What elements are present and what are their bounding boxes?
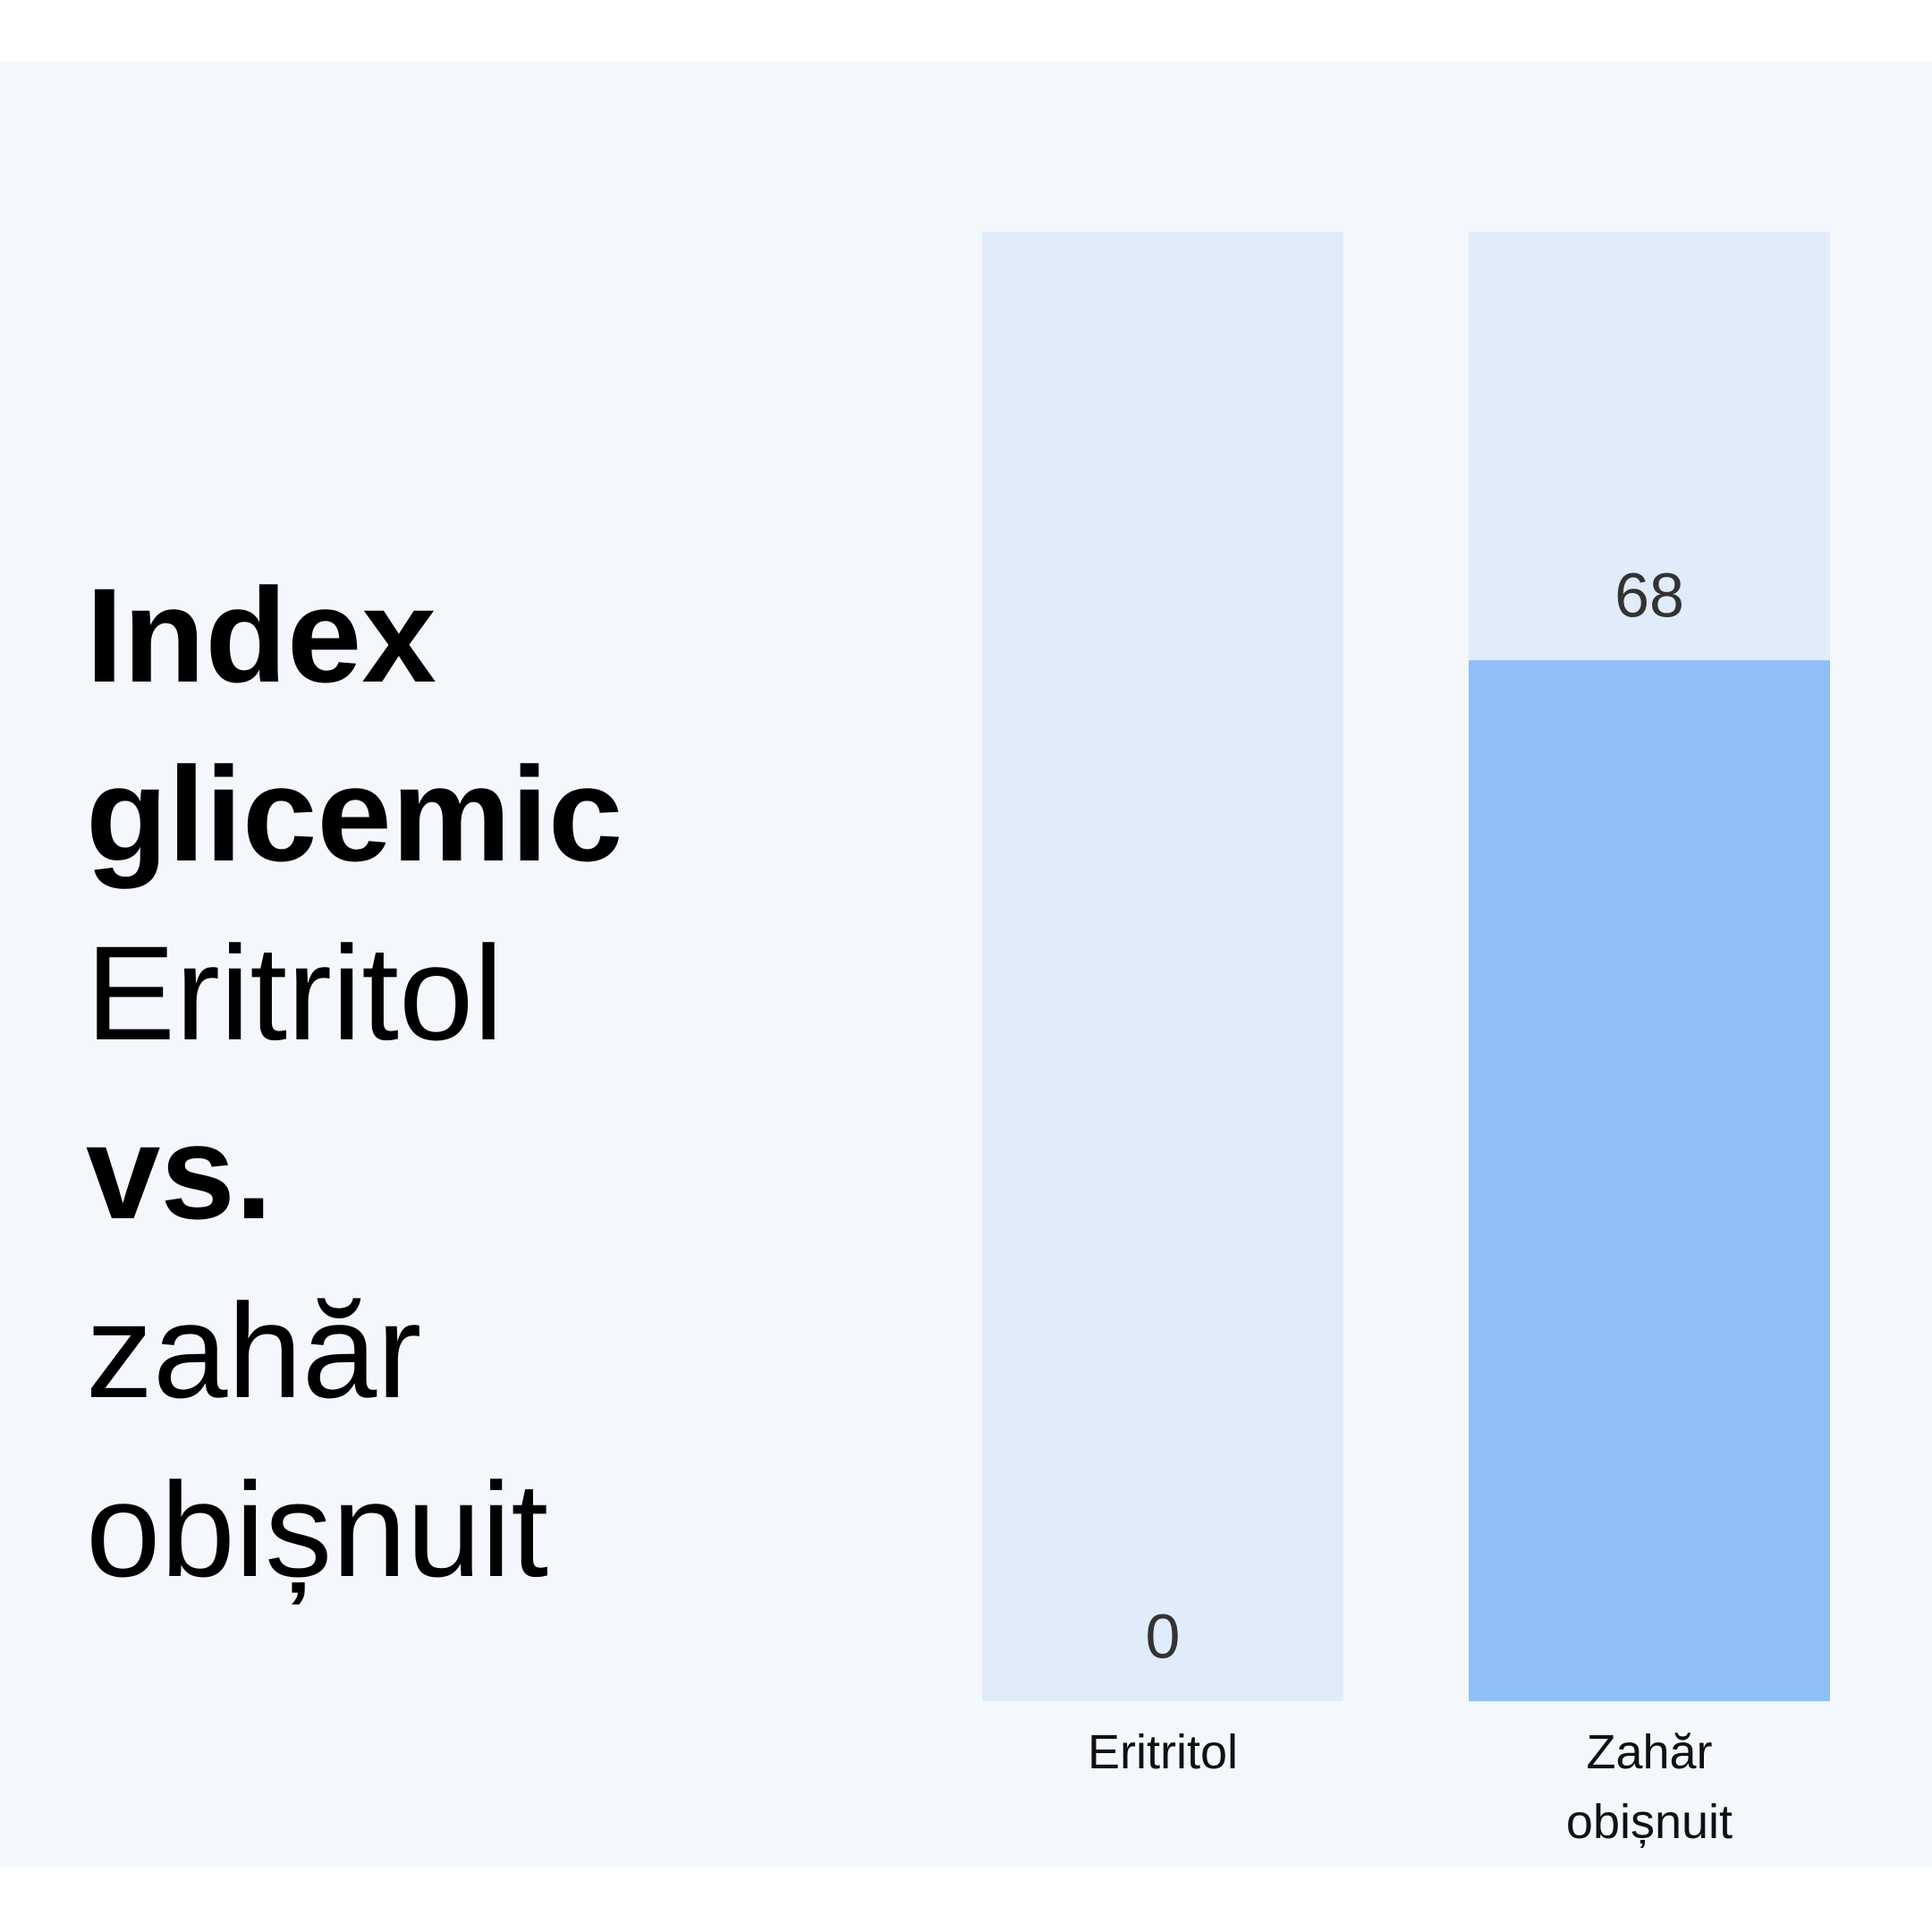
chart-title: Index glicemic [86, 560, 623, 889]
subtitle: vs. [86, 1097, 273, 1247]
subtitle: Eritritol [86, 918, 504, 1068]
x-tick-label: Zahăr obișnuit [1565, 1725, 1733, 1849]
heading: Index glicemic Eritritol vs. zahăr obișn… [86, 546, 891, 1619]
value-label: 0 [1146, 1601, 1181, 1671]
bar [1469, 660, 1830, 1702]
x-tick-label: Eritritol [1087, 1725, 1238, 1779]
value-label: 68 [1614, 561, 1684, 631]
subtitle: zahăr obișnuit [86, 1275, 549, 1605]
bar-track [982, 232, 1343, 1701]
